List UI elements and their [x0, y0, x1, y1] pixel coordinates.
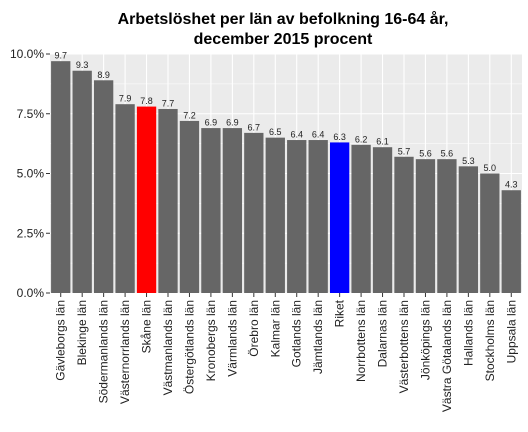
bar: [201, 128, 221, 293]
x-tick-label: Västra Götalands län: [440, 300, 454, 412]
bar: [93, 80, 114, 293]
x-tick-label: Västerbottens län: [397, 300, 411, 393]
data-label: 6.1: [376, 137, 389, 147]
bar: [351, 144, 371, 293]
bar: [372, 147, 393, 293]
data-label: 6.7: [248, 122, 261, 132]
data-label: 7.9: [119, 94, 132, 104]
bar: [329, 142, 350, 293]
bar: [179, 120, 200, 293]
x-axis: Gävleborgs län Blekinge län Södermanlands …: [54, 293, 518, 412]
y-tick-label: 2.5%: [17, 226, 45, 240]
data-label: 5.6: [441, 149, 454, 159]
data-label: 6.5: [269, 127, 282, 137]
chart-subtitle: december 2015 procent: [194, 31, 373, 48]
bar: [394, 156, 414, 293]
y-tick-label: 7.5%: [17, 107, 45, 121]
chart-title: Arbetslöshet per län av befolkning 16-64…: [118, 10, 449, 28]
x-tick-label: Gotlands län: [290, 300, 304, 367]
x-tick-label: Jönköpings län: [418, 300, 432, 380]
x-tick-label: Uppsala län: [504, 300, 518, 363]
bar: [501, 190, 521, 293]
data-label: 4.3: [505, 180, 518, 190]
data-label: 5.6: [419, 149, 432, 159]
bar: [265, 137, 285, 293]
data-label: 7.8: [140, 96, 153, 106]
y-tick-label: 0.0%: [17, 286, 45, 300]
bar: [222, 128, 243, 293]
x-tick-label: Kalmar län: [268, 300, 282, 357]
data-label: 9.7: [54, 51, 67, 61]
bar: [287, 140, 307, 293]
bar-layer: [51, 61, 521, 293]
x-tick-label: Stockholms län: [483, 300, 497, 381]
data-label: 5.7: [398, 146, 411, 156]
x-tick-label: Gävleborgs län: [54, 300, 68, 381]
bar: [308, 140, 328, 293]
x-tick-label: Västmanlands län: [161, 300, 175, 395]
x-tick-label: Riket: [333, 299, 347, 327]
y-tick-label: 10.0%: [10, 47, 44, 61]
bar: [72, 70, 92, 293]
x-tick-label: Skåne län: [140, 300, 154, 353]
x-tick-label: Kronobergs län: [204, 300, 218, 381]
bar: [244, 132, 264, 293]
x-tick-label: Östergötlands län: [182, 300, 196, 394]
data-label: 6.3: [333, 132, 346, 142]
data-label: 8.9: [97, 70, 110, 80]
bar: [458, 166, 479, 293]
data-label: 6.4: [312, 130, 325, 140]
x-tick-label: Norrbottens län: [354, 300, 368, 382]
bar: [158, 108, 178, 293]
bar: [51, 61, 71, 293]
x-tick-label: Jämtlands län: [311, 300, 325, 374]
data-label: 6.9: [226, 118, 239, 128]
bar: [136, 106, 157, 293]
y-tick-label: 5.0%: [17, 167, 45, 181]
data-label: 5.0: [484, 163, 497, 173]
x-tick-label: Värmlands län: [225, 300, 239, 377]
data-label: 5.3: [462, 156, 475, 166]
x-tick-label: Dalarnas län: [376, 300, 390, 367]
data-label: 6.4: [290, 130, 303, 140]
bar: [480, 173, 500, 293]
bar: [437, 159, 457, 293]
data-label: 7.7: [162, 98, 175, 108]
data-label: 7.2: [183, 110, 196, 120]
x-tick-label: Blekinge län: [75, 300, 89, 365]
bar: [115, 104, 135, 293]
y-axis: 0.0% 2.5% 5.0% 7.5% 10.0%: [10, 47, 50, 300]
x-tick-label: Hallands län: [461, 300, 475, 366]
x-tick-label: Örebro län: [247, 300, 261, 357]
x-tick-label: Västernorrlands län: [118, 300, 132, 404]
data-label-layer: 9.7 9.3 8.9 7.9 7.8 7.7 7.2 6.9 6.9 6.7 6.5 6.4 6.4 6…: [54, 51, 517, 190]
data-label: 6.2: [355, 134, 368, 144]
data-label: 9.3: [76, 60, 89, 70]
data-label: 6.9: [205, 118, 218, 128]
bar: [415, 159, 436, 293]
x-tick-label: Södermanlands län: [97, 300, 111, 403]
